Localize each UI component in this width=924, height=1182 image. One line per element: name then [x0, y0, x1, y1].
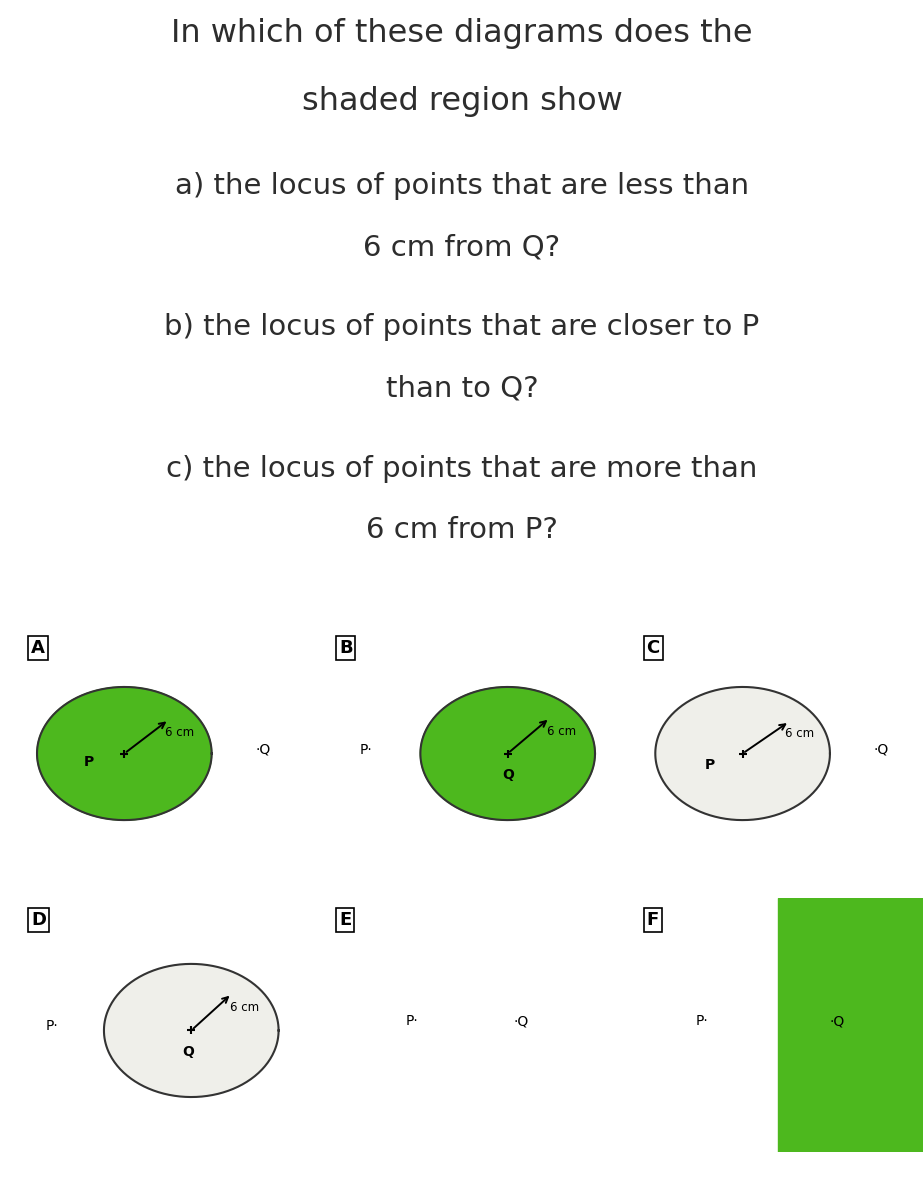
- Polygon shape: [778, 898, 923, 1152]
- Text: P·: P·: [46, 1019, 58, 1033]
- Text: ·Q: ·Q: [255, 742, 271, 756]
- Text: 6 cm: 6 cm: [784, 727, 814, 740]
- Text: ·Q: ·Q: [514, 1014, 529, 1028]
- Text: c) the locus of points that are more than: c) the locus of points that are more tha…: [166, 455, 758, 482]
- Polygon shape: [420, 687, 595, 820]
- Text: A: A: [31, 639, 45, 657]
- Polygon shape: [104, 963, 278, 1097]
- Text: F: F: [647, 911, 659, 929]
- Text: Q: Q: [183, 1045, 194, 1059]
- Polygon shape: [655, 687, 830, 820]
- Text: P: P: [83, 755, 94, 769]
- Text: ·Q: ·Q: [830, 1014, 845, 1028]
- Text: P·: P·: [406, 1014, 419, 1028]
- Text: a) the locus of points that are less than: a) the locus of points that are less tha…: [175, 173, 749, 200]
- Polygon shape: [37, 687, 212, 820]
- Text: ·Q: ·Q: [873, 742, 889, 756]
- Text: E: E: [339, 911, 351, 929]
- Text: 6 cm: 6 cm: [230, 1001, 260, 1014]
- Text: P: P: [705, 758, 715, 772]
- Text: B: B: [339, 639, 352, 657]
- Text: b) the locus of points that are closer to P: b) the locus of points that are closer t…: [164, 313, 760, 342]
- Text: 6 cm: 6 cm: [165, 726, 194, 739]
- Text: 6 cm: 6 cm: [547, 725, 577, 738]
- Text: C: C: [647, 639, 660, 657]
- Text: than to Q?: than to Q?: [385, 375, 539, 403]
- Text: shaded region show: shaded region show: [301, 86, 623, 117]
- Text: P·: P·: [359, 742, 372, 756]
- Text: 6 cm from P?: 6 cm from P?: [366, 517, 558, 544]
- Text: Q: Q: [502, 768, 514, 782]
- Text: P·: P·: [696, 1014, 709, 1028]
- Text: In which of these diagrams does the: In which of these diagrams does the: [171, 19, 753, 50]
- Text: D: D: [31, 911, 46, 929]
- Text: 6 cm from Q?: 6 cm from Q?: [363, 234, 561, 261]
